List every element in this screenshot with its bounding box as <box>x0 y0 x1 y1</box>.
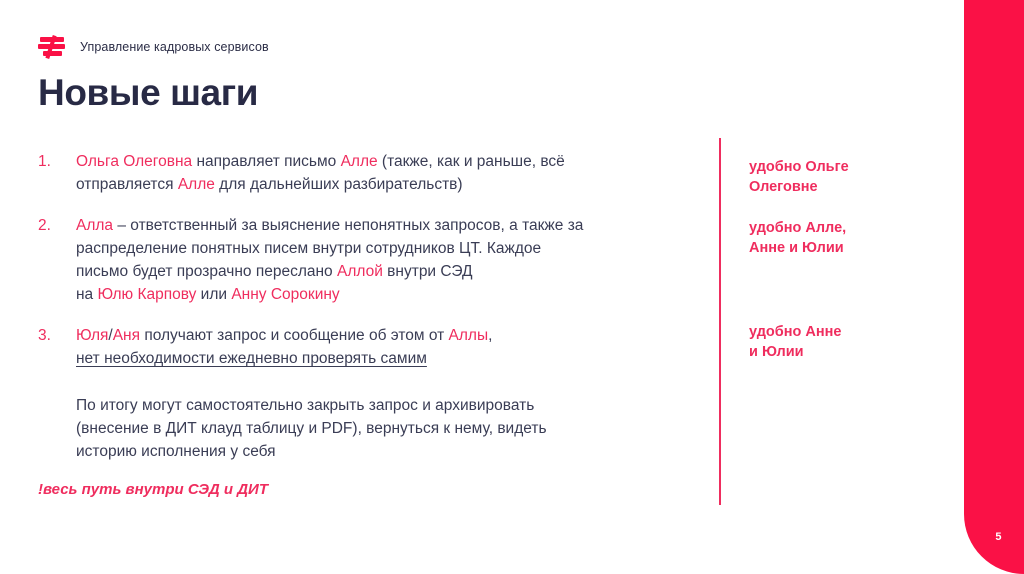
body-text-run: получают запрос и сообщение об этом от <box>144 327 449 344</box>
body-text-run: для дальнейших разбирательств) <box>219 176 463 193</box>
body-text-run: распределение понятных писем внутри сотр… <box>76 240 542 257</box>
right-red-panel <box>964 0 1024 574</box>
annotation-1: удобно Ольге Олеговне <box>749 157 929 197</box>
vertical-divider <box>719 138 721 505</box>
page-number: 5 <box>995 531 1002 543</box>
body-text-run: (также, как и раньше, всё <box>381 153 565 170</box>
footnote-text: !весь путь внутри СЭД и ДИТ <box>38 481 268 498</box>
sub-paragraph: По итогу могут самостоятельно закрыть за… <box>76 394 686 463</box>
highlighted-name: Юля <box>76 327 109 344</box>
body-text-run: / <box>108 327 113 344</box>
list-item: 1. Ольга Олеговна направляет письмо Алле … <box>38 150 698 196</box>
list-item-line: нет необходимости ежедневно проверять са… <box>76 347 698 370</box>
annotation-line: удобно Ольге <box>749 159 849 175</box>
annotation-line: удобно Анне <box>749 324 842 340</box>
list-item-number: 1. <box>38 153 51 170</box>
highlighted-name: Алла <box>76 217 118 234</box>
annotation-3: удобно Анне и Юлии <box>749 322 929 362</box>
body-text-run: внутри СЭД <box>387 263 473 280</box>
list-item-line: распределение понятных писем внутри сотр… <box>76 237 698 260</box>
highlighted-name: Алле <box>340 153 382 170</box>
list-item-body: Ольга Олеговна направляет письмо Алле (т… <box>76 150 698 196</box>
highlighted-name: Алле <box>177 176 220 193</box>
sub-paragraph-line: (внесение в ДИТ клауд таблицу и PDF), ве… <box>76 420 547 437</box>
highlighted-name: Ольга Олеговна <box>76 153 197 170</box>
list-item-line: Юля/Аня получают запрос и сообщение об э… <box>76 324 698 347</box>
highlighted-name: Аллы <box>448 327 489 344</box>
sub-paragraph-line: По итогу могут самостоятельно закрыть за… <box>76 397 535 414</box>
numbered-list: 1. Ольга Олеговна направляет письмо Алле … <box>38 150 698 463</box>
underlined-text: нет необходимости ежедневно проверять са… <box>76 350 427 367</box>
highlighted-name: Аллой <box>336 263 388 280</box>
annotation-line: Олеговне <box>749 179 818 195</box>
list-item-body: Юля/Аня получают запрос и сообщение об э… <box>76 324 698 370</box>
department-label: Управление кадровых сервисов <box>80 40 269 54</box>
list-item-line: Ольга Олеговна направляет письмо Алле (т… <box>76 150 698 173</box>
page-title: Новые шаги <box>38 72 259 113</box>
annotation-2: удобно Алле, Анне и Юлии <box>749 218 929 258</box>
stacked-bars-logo-icon <box>38 34 68 60</box>
list-item-line: отправляется Алле для дальнейших разбира… <box>76 173 698 196</box>
body-text-run: отправляется <box>76 176 178 193</box>
body-text-run: письмо будет прозрачно переслано <box>76 263 337 280</box>
annotation-line: Анне и Юлии <box>749 240 844 256</box>
highlighted-name: Анну Сорокину <box>231 286 340 303</box>
list-item: 3. Юля/Аня получают запрос и сообщение об… <box>38 324 698 370</box>
list-item-line: письмо будет прозрачно переслано Аллой в… <box>76 260 698 283</box>
body-text-run: на <box>76 286 98 303</box>
slide-header: Управление кадровых сервисов <box>38 34 269 60</box>
list-item: 2. Алла – ответственный за выяснение непо… <box>38 214 698 306</box>
body-text-run: – ответственный за выяснение непонятных … <box>117 217 584 234</box>
annotation-line: удобно Алле, <box>749 220 847 236</box>
list-item-number: 2. <box>38 217 51 234</box>
list-item-number: 3. <box>38 327 51 344</box>
highlighted-name: Аня <box>112 327 145 344</box>
highlighted-name: Юлю Карпову <box>97 286 201 303</box>
body-text-run: или <box>200 286 232 303</box>
list-item-line: Алла – ответственный за выяснение непоня… <box>76 214 698 237</box>
sub-paragraph-line: историю исполнения у себя <box>76 443 276 460</box>
list-item-line: на Юлю Карпову или Анну Сорокину <box>76 283 698 306</box>
annotation-line: и Юлии <box>749 344 804 360</box>
list-item-body: Алла – ответственный за выяснение непоня… <box>76 214 698 306</box>
body-text-run: , <box>488 327 493 344</box>
body-text-run: направляет письмо <box>196 153 341 170</box>
